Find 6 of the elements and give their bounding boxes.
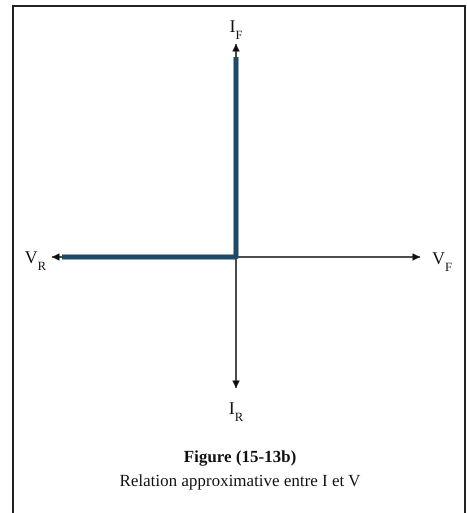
text: Figure (15-13b) — [184, 447, 296, 466]
text: V$_{R}$ — [24, 247, 47, 273]
text: I$_{R}$ — [228, 398, 244, 424]
text: V$_{F}$ — [432, 248, 452, 274]
text: Relation approximative entre I et V — [120, 471, 362, 490]
y-axis-title: I$_{F}$ — [229, 16, 243, 42]
